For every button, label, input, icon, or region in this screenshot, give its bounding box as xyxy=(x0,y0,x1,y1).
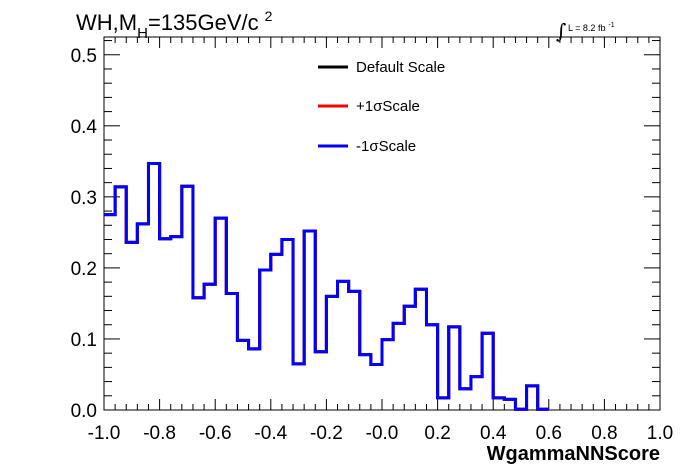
x-tick-label: 0.6 xyxy=(536,423,562,444)
series-line-2 xyxy=(104,161,549,411)
chart-title: WH,MH=135GeV/c 2 xyxy=(76,8,273,42)
x-tick-label: -0.4 xyxy=(254,423,287,444)
x-tick-label: 0.8 xyxy=(591,423,617,444)
x-tick-label: -0.0 xyxy=(366,423,399,444)
y-tick-label: 0.2 xyxy=(71,259,97,280)
y-tick-label: 0.4 xyxy=(71,117,98,138)
x-tick-label: -1.0 xyxy=(88,423,121,444)
x-tick-label: 1.0 xyxy=(647,423,673,444)
legend-label-minus-1-sigma: -1σScale xyxy=(356,138,416,155)
chart-title-subscript: H xyxy=(137,25,148,42)
x-axis-tick-labels: -1.0 -0.8 -0.6 -0.4 -0.2 -0.0 0.2 0.4 0.6 0.8 1.0 xyxy=(88,423,674,444)
series-layer xyxy=(104,161,549,411)
chart-title-suffix: =135GeV/c xyxy=(148,10,259,35)
y-tick-label: 0.0 xyxy=(71,401,97,422)
legend-label-default-scale: Default Scale xyxy=(356,59,445,76)
chart-title-superscript: 2 xyxy=(265,8,273,24)
x-axis-title: WgammaNNScore xyxy=(487,443,660,465)
lumi-label: L = 8.2 fb -1 xyxy=(568,22,615,33)
legend-label-plus-1-sigma: +1σScale xyxy=(356,98,420,115)
y-tick-label: 0.3 xyxy=(71,188,97,209)
legend: Default Scale +1σScale -1σScale xyxy=(318,59,445,155)
x-axis-ticks xyxy=(103,37,661,410)
x-tick-label: 0.4 xyxy=(480,423,507,444)
y-axis-tick-labels: 0.0 0.1 0.2 0.3 0.4 0.5 xyxy=(71,46,98,422)
lumi-text: L = 8.2 fb xyxy=(568,23,605,33)
chart-title-prefix: WH,M xyxy=(76,10,137,35)
y-tick-label: 0.1 xyxy=(71,330,97,351)
y-axis-ticks xyxy=(104,40,660,411)
lumi-integral-symbol: ∫ xyxy=(556,19,566,43)
x-tick-label: -0.8 xyxy=(143,423,176,444)
x-tick-label: -0.2 xyxy=(310,423,343,444)
x-tick-label: 0.2 xyxy=(424,423,450,444)
y-tick-label: 0.5 xyxy=(71,46,97,67)
x-tick-label: -0.6 xyxy=(199,423,232,444)
lumi-superscript: -1 xyxy=(608,22,614,29)
